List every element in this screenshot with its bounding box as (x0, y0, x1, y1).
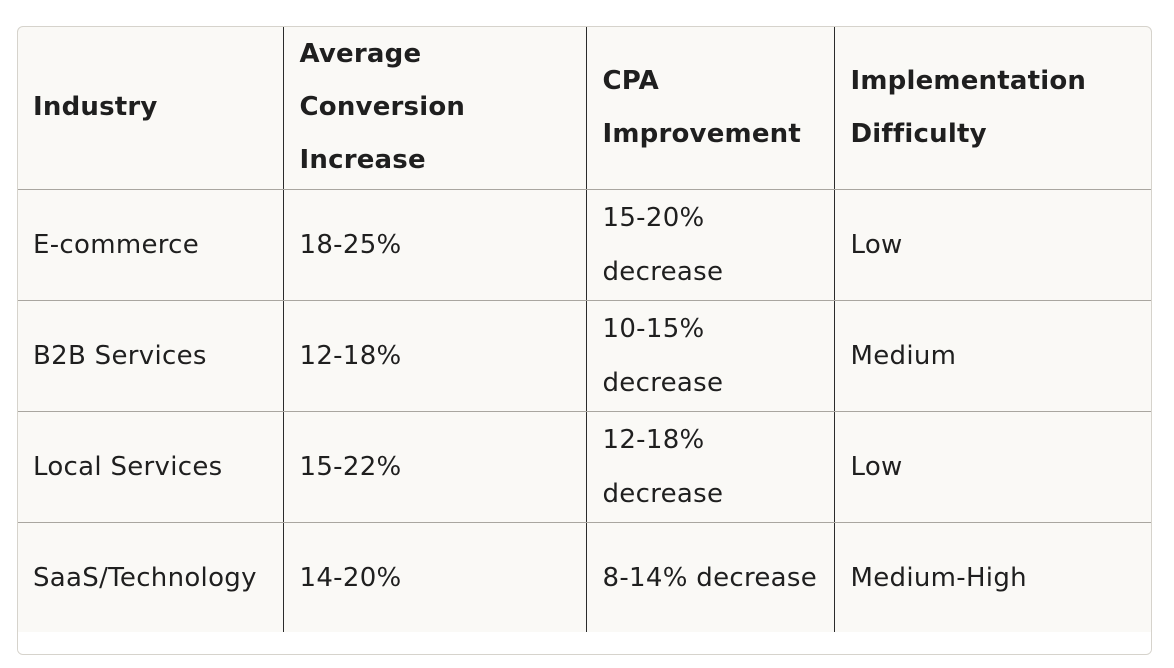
header-implementation-difficulty: Implementation Difficulty (834, 27, 1151, 190)
table-row: Local Services 15-22% 12-18% decrease Lo… (18, 411, 1151, 523)
cell-cpa-improvement: 12-18% decrease (586, 411, 835, 523)
cell-difficulty: Medium-High (850, 563, 1027, 593)
header-cpa-improvement: CPA Improvement (586, 27, 835, 190)
cell-conversion-increase: 14-20% (283, 522, 587, 633)
table-header-row: Industry Average Conversion Increase CPA… (18, 27, 1151, 190)
cell-cpa-improvement: 8-14% decrease (586, 522, 835, 633)
table-row: E-commerce 18-25% 15-20% decrease Low (18, 189, 1151, 301)
results-table-card: Industry Average Conversion Increase CPA… (17, 26, 1152, 655)
cell-conversion-increase: 18-25% (283, 189, 587, 301)
cell-conversion-increase: 15-22% (283, 411, 587, 523)
cell-conversion-increase: 12-18% (283, 300, 587, 412)
table-row: SaaS/Technology 14-20% 8-14% decrease Me… (18, 522, 1151, 633)
table-footer-strip (18, 632, 1151, 654)
cell-industry: B2B Services (18, 300, 284, 412)
cell-cpa-improvement: 10-15% decrease (586, 300, 835, 412)
cell-cpa-improvement: 15-20% decrease (586, 189, 835, 301)
cell-industry: Local Services (18, 411, 284, 523)
header-industry: Industry (18, 27, 284, 190)
results-table: Industry Average Conversion Increase CPA… (18, 27, 1151, 633)
cell-difficulty: Low (834, 411, 1151, 523)
header-average-conversion-increase: Average Conversion Increase (283, 27, 587, 190)
cell-difficulty: Medium (834, 300, 1151, 412)
cell-industry: E-commerce (18, 189, 284, 301)
cell-industry: SaaS/Technology (18, 522, 284, 633)
table-row: B2B Services 12-18% 10-15% decrease Medi… (18, 300, 1151, 412)
cell-difficulty: Low (834, 189, 1151, 301)
